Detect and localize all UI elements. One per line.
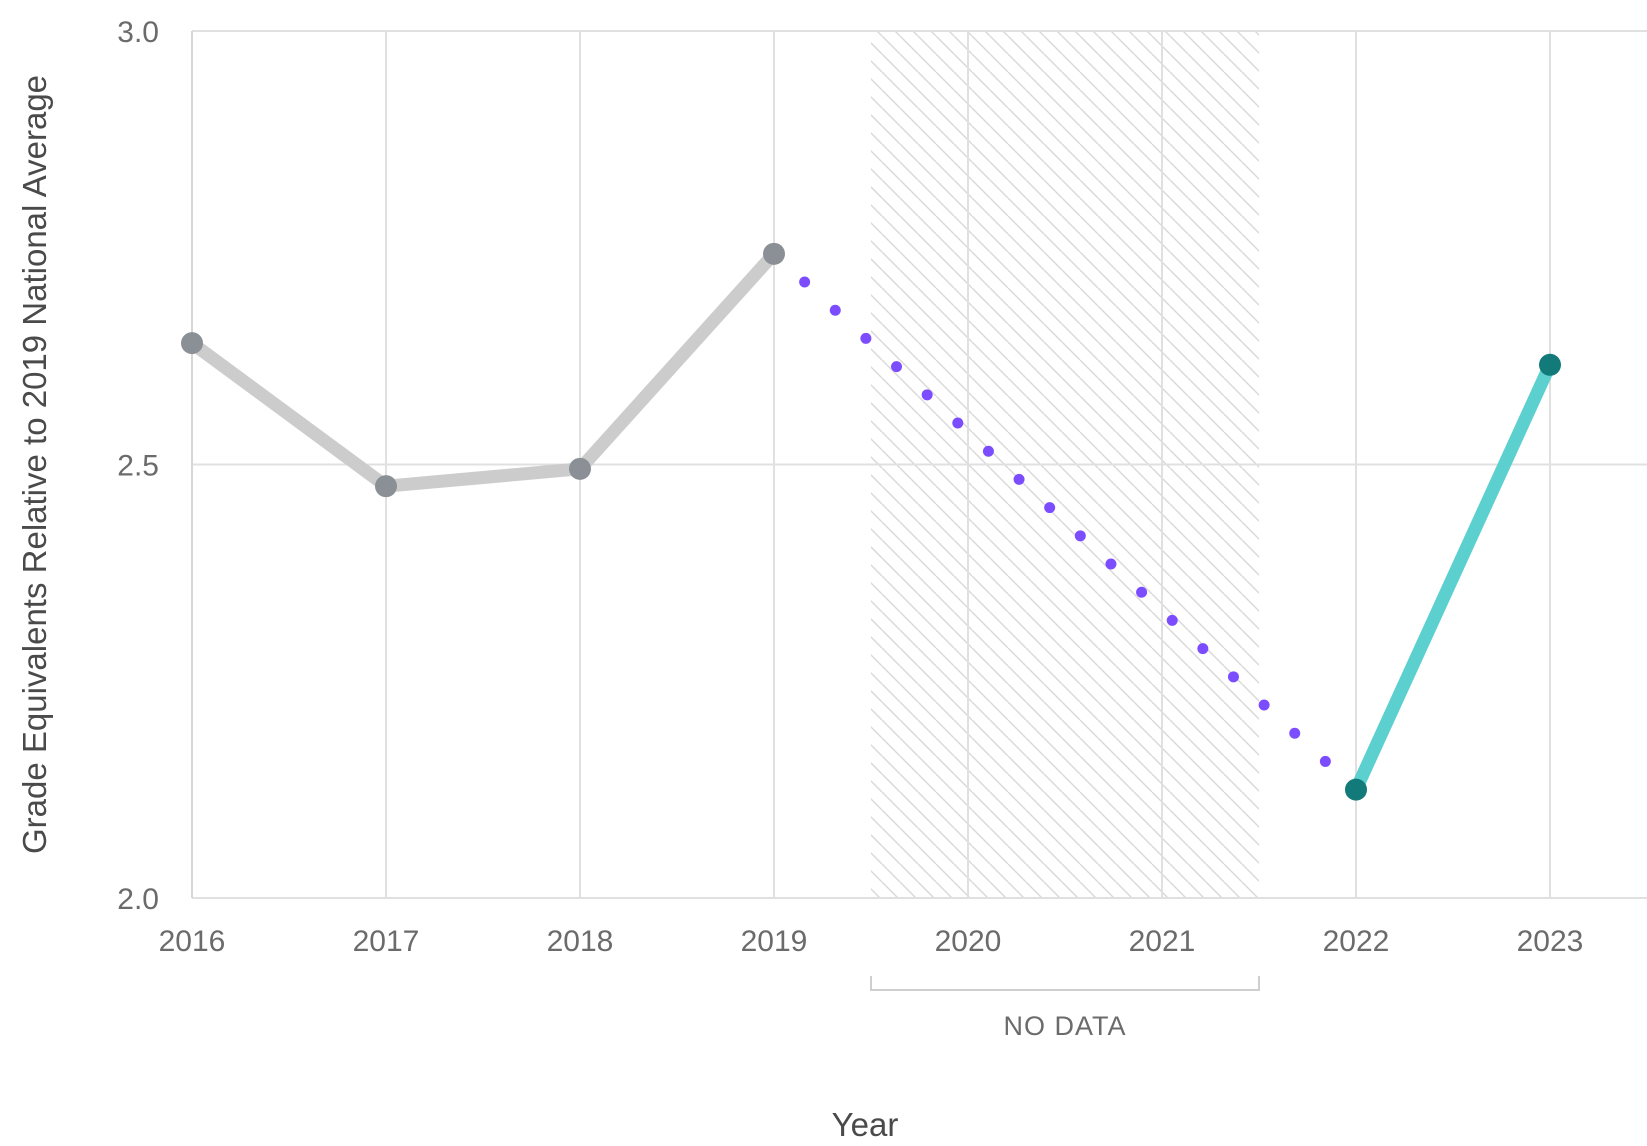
no-data-bracket [870, 976, 1260, 991]
no-data-label: NO DATA [1003, 1011, 1126, 1041]
x-tick-label-1: 2017 [353, 925, 420, 958]
series-0-point-2016 [181, 332, 203, 355]
y-tick-label-2: 3.0 [117, 16, 159, 49]
x-tick-label-2: 2018 [547, 925, 614, 958]
dotted-series-dot-4 [891, 361, 903, 373]
x-tick-label-3: 2019 [741, 925, 808, 958]
dotted-series-dot-5 [921, 389, 933, 401]
x-tick-label-7: 2023 [1517, 925, 1584, 958]
dotted-series-dot-16 [1258, 699, 1270, 711]
x-tick-label-5: 2021 [1129, 925, 1196, 958]
y-tick-label-1: 2.5 [117, 450, 159, 483]
x-axis-title: Year [832, 1106, 899, 1143]
x-tick-label-4: 2020 [935, 925, 1002, 958]
series-2-point-2022 [1345, 778, 1367, 801]
series-line-0 [185, 247, 781, 493]
dotted-series-dot-13 [1166, 614, 1178, 626]
x-tick-label-6: 2022 [1323, 925, 1390, 958]
x-tick-label-0: 2016 [159, 925, 226, 958]
dotted-series-dot-14 [1197, 643, 1209, 655]
dotted-series-dot-15 [1227, 671, 1239, 683]
dotted-series-dot-6 [952, 417, 964, 429]
series-2-point-2023 [1539, 353, 1561, 376]
series-0-point-2018 [569, 457, 591, 480]
dotted-series-dot-11 [1105, 558, 1117, 570]
series-line-2 [1349, 358, 1557, 797]
series-0-point-2019 [763, 242, 785, 265]
dotted-series-dot-10 [1074, 530, 1086, 542]
dotted-series-dot-1 [799, 276, 811, 288]
dotted-series-dot-2 [829, 304, 841, 316]
dotted-series-dot-17 [1289, 727, 1301, 739]
dotted-series-dot-18 [1319, 755, 1331, 767]
dotted-series-dot-9 [1044, 502, 1056, 514]
dotted-series-dot-7 [982, 445, 994, 457]
dotted-series-dot-8 [1013, 473, 1025, 485]
y-tick-label-0: 2.0 [117, 883, 159, 916]
series-0-point-2017 [375, 475, 397, 498]
dotted-series-dot-3 [860, 332, 872, 344]
y-axis-title: Grade Equivalents Relative to 2019 Natio… [16, 75, 53, 854]
dotted-series-dot-12 [1136, 586, 1148, 598]
